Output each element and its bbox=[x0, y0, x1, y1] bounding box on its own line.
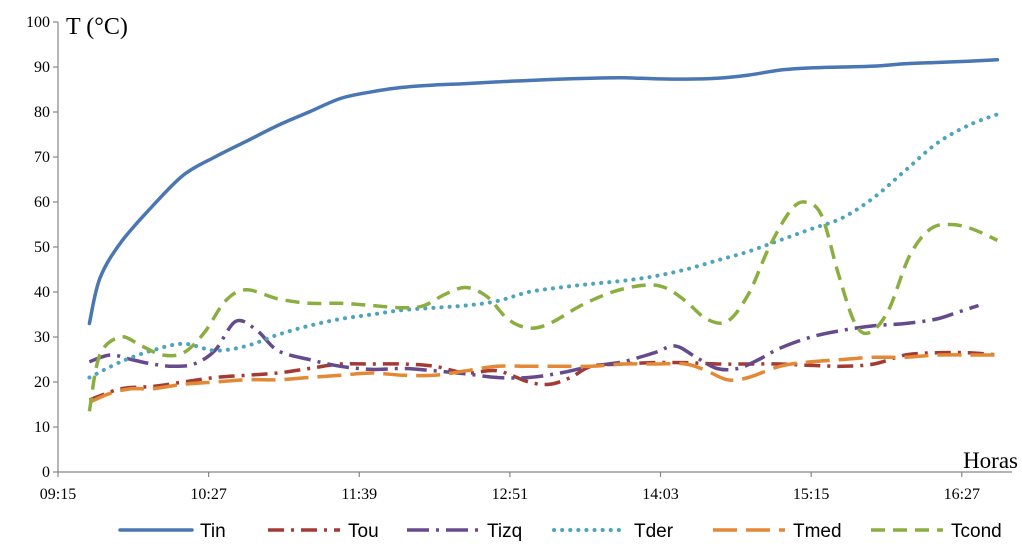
series-line-tmed bbox=[88, 353, 998, 404]
y-tick-label: 10 bbox=[34, 419, 50, 436]
legend: Tin Tou Tizq Tder Tmed Tcond bbox=[118, 521, 1002, 542]
x-axis-title: Horas bbox=[963, 448, 1018, 473]
legend-label-tcond: Tcond bbox=[951, 521, 1002, 542]
legend-label-tmed: Tmed bbox=[793, 521, 842, 542]
y-tick-label: 80 bbox=[34, 104, 50, 121]
y-tick-label: 60 bbox=[34, 194, 50, 211]
y-tick-label: 90 bbox=[34, 59, 50, 76]
y-ticks: 0 10 20 30 40 50 60 70 80 90 100 bbox=[26, 14, 58, 481]
legend-label-tder: Tder bbox=[634, 521, 674, 542]
legend-label-tizq: Tizq bbox=[487, 521, 522, 542]
y-tick-label: 20 bbox=[34, 374, 50, 391]
y-tick-label: 0 bbox=[42, 464, 50, 481]
x-tick-label: 16:27 bbox=[944, 486, 980, 503]
y-tick-label: 70 bbox=[34, 149, 50, 166]
axes bbox=[57, 22, 1012, 473]
x-tick-label: 11:39 bbox=[341, 486, 377, 503]
x-ticks: 09:15 10:27 11:39 12:51 14:03 15:15 16:27 bbox=[40, 472, 980, 503]
x-tick-label: 14:03 bbox=[642, 486, 678, 503]
legend-label-tin: Tin bbox=[200, 521, 226, 542]
y-tick-label: 50 bbox=[34, 239, 50, 256]
y-tick-label: 40 bbox=[34, 284, 50, 301]
x-tick-label: 15:15 bbox=[793, 486, 829, 503]
series-line-tizq bbox=[88, 303, 980, 380]
series-group bbox=[87, 58, 1000, 412]
series-line-tou bbox=[88, 350, 998, 402]
series-line-tder bbox=[87, 112, 1000, 380]
x-tick-label: 10:27 bbox=[190, 486, 226, 503]
x-tick-label: 09:15 bbox=[40, 486, 76, 503]
y-tick-label: 100 bbox=[26, 14, 50, 31]
y-axis-title: T (°C) bbox=[66, 14, 128, 40]
series-line-tin bbox=[87, 58, 1000, 326]
legend-label-tou: Tou bbox=[348, 521, 379, 542]
x-tick-label: 12:51 bbox=[492, 486, 528, 503]
y-tick-label: 30 bbox=[34, 329, 50, 346]
